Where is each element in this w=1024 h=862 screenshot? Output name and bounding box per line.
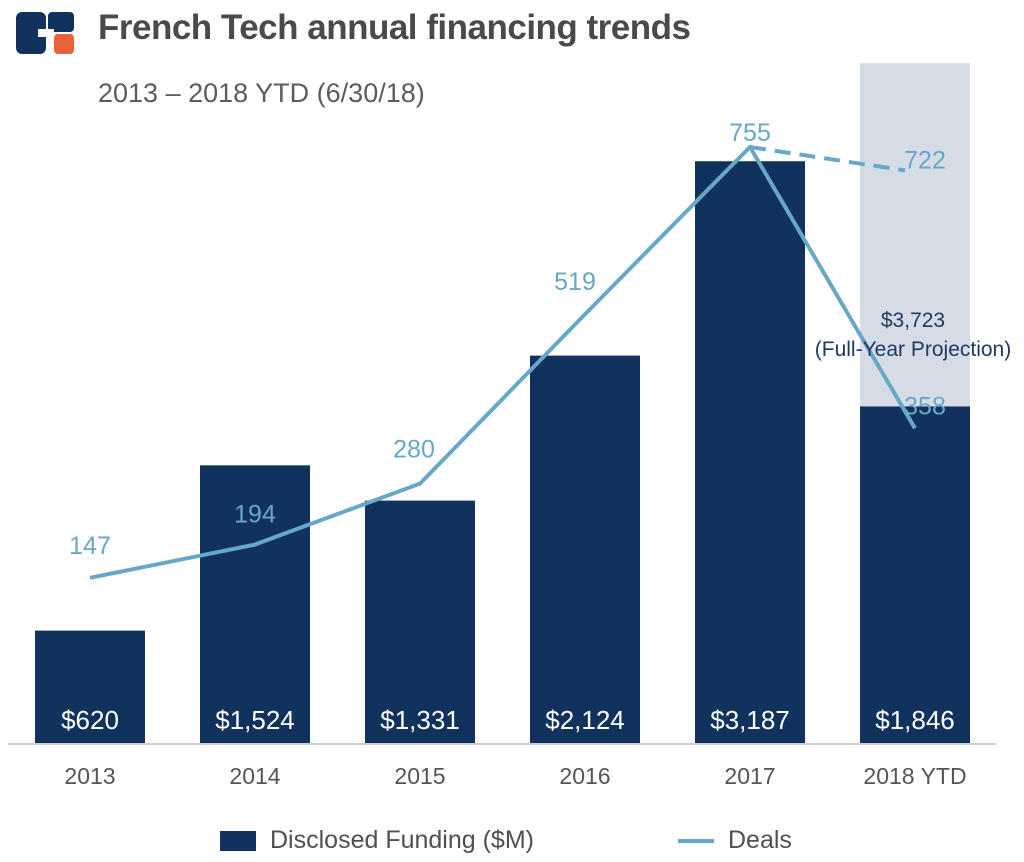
x-tick-label: 2018 YTD bbox=[863, 763, 966, 789]
x-tick-label: 2013 bbox=[64, 763, 115, 789]
deals-projection-line bbox=[749, 145, 906, 173]
logo-left-block bbox=[16, 12, 46, 54]
chart: $620 $1,524 $1,331 $2,124 $3,187 $1,846 147 194… bbox=[8, 63, 1011, 789]
x-axis-ticks: 2013 2014 2015 2016 2017 2018 YTD bbox=[64, 763, 966, 789]
projection-value-label: $3,723 bbox=[881, 309, 945, 332]
funding-bar bbox=[35, 630, 145, 744]
legend-label-funding: Disclosed Funding ($M) bbox=[270, 826, 534, 854]
funding-bars bbox=[35, 161, 970, 745]
deals-value-label: 147 bbox=[69, 532, 111, 560]
deals-value-label: 280 bbox=[393, 436, 435, 464]
funding-bar bbox=[530, 355, 640, 744]
legend-label-deals: Deals bbox=[728, 826, 792, 854]
funding-value-label: $1,846 bbox=[875, 705, 955, 735]
funding-bar bbox=[365, 500, 475, 744]
logo-bottom-right-block bbox=[54, 34, 74, 54]
funding-value-label: $3,187 bbox=[710, 705, 790, 735]
deals-value-label: 755 bbox=[729, 119, 771, 147]
legend: Disclosed Funding ($M) Deals bbox=[220, 826, 1000, 860]
deals-projection-label: 722 bbox=[904, 146, 946, 174]
legend-item-deals: Deals bbox=[678, 826, 792, 855]
funding-bar bbox=[695, 161, 805, 745]
legend-swatch-funding bbox=[220, 830, 256, 851]
funding-bar bbox=[860, 406, 970, 744]
funding-value-label: $2,124 bbox=[545, 705, 625, 735]
projection-note-label: (Full-Year Projection) bbox=[815, 338, 1011, 361]
x-tick-label: 2017 bbox=[724, 763, 775, 789]
funding-value-label: $620 bbox=[61, 705, 119, 735]
logo-notch bbox=[38, 29, 54, 37]
deals-line bbox=[89, 145, 917, 580]
deals-value-label: 358 bbox=[904, 392, 946, 420]
logo bbox=[16, 12, 74, 59]
funding-value-label: $1,331 bbox=[380, 705, 460, 735]
legend-item-funding: Disclosed Funding ($M) bbox=[220, 826, 534, 855]
funding-bar bbox=[200, 465, 310, 744]
data-labels: $620 $1,524 $1,331 $2,124 $3,187 $1,846 147 194… bbox=[61, 119, 1011, 735]
deals-value-label: 519 bbox=[554, 268, 596, 296]
logo-top-right-block bbox=[48, 12, 74, 32]
x-tick-label: 2014 bbox=[229, 763, 280, 789]
legend-swatch-deals bbox=[678, 838, 714, 843]
deals-line-layer bbox=[89, 145, 917, 580]
deals-value-label: 194 bbox=[234, 501, 276, 529]
chart-subtitle: 2013 – 2018 YTD (6/30/18) bbox=[98, 78, 425, 108]
x-tick-label: 2015 bbox=[394, 763, 445, 789]
funding-value-label: $1,524 bbox=[215, 705, 295, 735]
chart-title: French Tech annual financing trends bbox=[98, 8, 691, 47]
x-tick-label: 2016 bbox=[559, 763, 610, 789]
